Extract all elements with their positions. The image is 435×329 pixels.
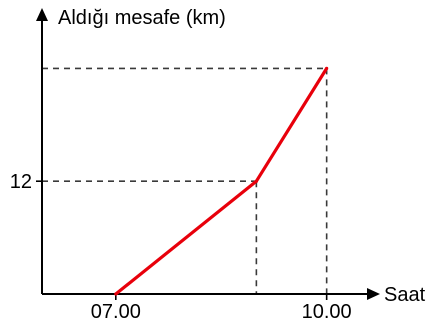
data-point-0: [114, 292, 118, 296]
data-point-2: [325, 66, 329, 70]
x-axis-label: Saat: [384, 284, 426, 306]
x-axis-arrow: [367, 288, 380, 300]
data-point-1: [254, 179, 258, 183]
x-tick-label-1: 10.00: [302, 301, 352, 323]
axes: [36, 8, 380, 300]
y-axis-label: Aldığı mesafe (km): [58, 7, 226, 29]
series-layer: [114, 66, 329, 296]
x-tick-label-0: 07.00: [91, 301, 141, 323]
labels-layer: 07.00 10.00 12 Aldığı mesafe (km) Saat: [10, 7, 426, 323]
y-axis-arrow: [36, 8, 48, 21]
y-tick-label-0: 12: [10, 171, 32, 193]
guide-lines: [42, 67, 328, 294]
